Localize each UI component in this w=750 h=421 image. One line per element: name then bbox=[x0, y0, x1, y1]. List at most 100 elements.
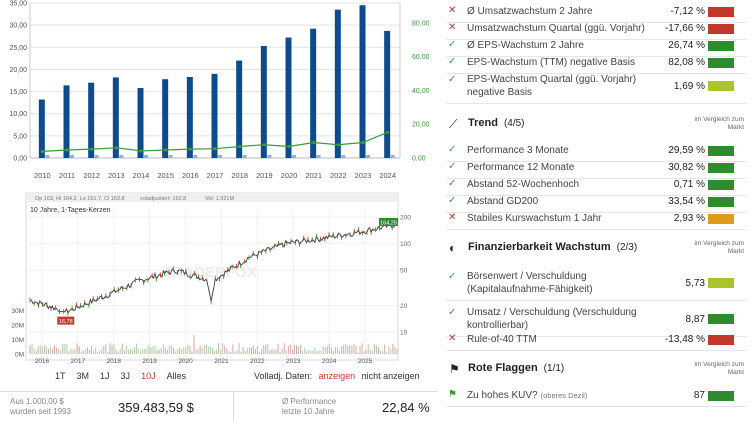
volume-tick-label: 30M bbox=[11, 308, 24, 315]
volume-tick-label: 0M bbox=[15, 352, 24, 359]
range-alles[interactable]: Alles bbox=[166, 371, 187, 381]
eps-point bbox=[188, 147, 192, 151]
criteria-label-text: Börsenwert / Verschuldung (Kapitalaufnah… bbox=[467, 271, 593, 295]
low-price-label: 16,78 bbox=[59, 319, 73, 325]
section-count: (1/1) bbox=[543, 363, 565, 374]
eps-point bbox=[114, 146, 118, 150]
y-tick-label: 100 bbox=[400, 241, 411, 248]
range-1t[interactable]: 1T bbox=[55, 371, 66, 381]
eps-point bbox=[213, 147, 217, 151]
revenue-bar bbox=[359, 5, 366, 159]
revenue-bar bbox=[334, 9, 341, 159]
check-icon: ✓ bbox=[448, 161, 457, 172]
divider bbox=[233, 392, 234, 421]
secondary-bar bbox=[144, 155, 148, 158]
secondary-bar bbox=[267, 155, 272, 158]
criteria-label: Börsenwert / Verschuldung (Kapitalaufnah… bbox=[467, 270, 647, 296]
x-tick-label: 2022 bbox=[250, 358, 265, 365]
section-title: Finanzierbarkeit Wachstum (2/3) bbox=[468, 241, 637, 253]
criteria-value: 82,08 % bbox=[668, 57, 705, 68]
eps-point bbox=[238, 144, 242, 149]
rating-bar bbox=[708, 7, 734, 17]
y-tick-label: 20 bbox=[400, 303, 408, 310]
y-tick-label: 0,00 bbox=[13, 156, 27, 163]
revenue-bar bbox=[112, 77, 119, 158]
perf-value: 22,84 % bbox=[382, 400, 430, 415]
volume-tick-label: 10M bbox=[11, 337, 24, 344]
invest-value: 359.483,59 $ bbox=[118, 400, 194, 415]
check-icon: ✓ bbox=[448, 39, 457, 50]
secondary-bar bbox=[45, 155, 50, 158]
secondary-bar bbox=[94, 155, 99, 158]
secondary-bar bbox=[168, 155, 173, 158]
criteria-label: Umsatz / Verschuldung (Verschuldung kont… bbox=[467, 306, 647, 332]
last-price-label: 164,25 bbox=[380, 221, 397, 227]
rating-bar bbox=[708, 314, 734, 324]
revenue-bar bbox=[162, 79, 169, 158]
rating-bar bbox=[708, 58, 734, 68]
criteria-label: Rule-of-40 TTM bbox=[467, 333, 652, 346]
watermark: TRADERFOX bbox=[163, 264, 256, 281]
row-divider bbox=[446, 39, 746, 40]
check-icon: ✓ bbox=[448, 271, 457, 282]
revenue-bar bbox=[310, 28, 317, 158]
eps-point bbox=[386, 130, 390, 134]
range-1j[interactable]: 1J bbox=[100, 371, 110, 381]
secondary-bar bbox=[316, 155, 321, 158]
range-3j[interactable]: 3J bbox=[120, 371, 131, 381]
x-tick-label: 2016 bbox=[35, 358, 50, 365]
revenue-bar bbox=[88, 82, 95, 158]
secondary-bar bbox=[70, 155, 74, 158]
y-tick-label: 5,00 bbox=[13, 133, 27, 140]
row-divider bbox=[446, 350, 746, 351]
x-tick-label: 2015 bbox=[157, 171, 174, 180]
criteria-value: 1,69 % bbox=[673, 81, 705, 92]
range-3m[interactable]: 3M bbox=[76, 371, 90, 381]
criteria-label: Abstand GD200 bbox=[467, 195, 652, 208]
revenue-bar bbox=[260, 45, 267, 159]
secondary-bar bbox=[366, 155, 370, 158]
row-divider bbox=[446, 56, 746, 57]
criteria-value: 5,73 bbox=[685, 278, 705, 289]
eps-point bbox=[361, 140, 365, 145]
eps-point bbox=[65, 148, 69, 152]
eps-point bbox=[312, 140, 316, 145]
x-tick-label: 2017 bbox=[207, 171, 224, 180]
revenue-bar bbox=[384, 30, 391, 158]
section-title: Rote Flaggen (1/1) bbox=[468, 362, 564, 374]
range-10j[interactable]: 10J bbox=[141, 371, 156, 381]
y-tick-label: 10 bbox=[400, 330, 408, 337]
x-tick-label: 2018 bbox=[231, 171, 248, 180]
revenue-bar bbox=[236, 60, 243, 159]
criteria-label-text: Abstand 52-Wochenhoch bbox=[467, 179, 580, 190]
volladj-label: Volladj. Daten: bbox=[254, 371, 313, 381]
eps-point bbox=[287, 144, 291, 149]
criteria-value: 26,74 % bbox=[668, 40, 705, 51]
rating-bar bbox=[708, 146, 734, 156]
revenue-bar bbox=[285, 37, 292, 158]
volladj-hide-link[interactable]: nicht anzeigen bbox=[361, 371, 420, 381]
criteria-label-text: Abstand GD200 bbox=[467, 196, 539, 207]
criteria-value: 2,93 % bbox=[673, 213, 705, 224]
compare-note: im Vergleich zum Markt bbox=[694, 116, 745, 131]
x-tick-label: 2014 bbox=[133, 171, 150, 180]
x-tick-label: 2020 bbox=[178, 358, 193, 365]
x-tick-label: 2024 bbox=[379, 171, 396, 180]
shield-icon: ◐ bbox=[449, 241, 457, 255]
left-panel: 0,00 5,00 10,00 15,00 20,00 25,00 30,00 35,00 0,… bbox=[0, 1, 438, 421]
ohlc-readout: Op 163, Hi 164.2, Lo 161.7, Cl 162.8 bbox=[35, 196, 125, 202]
criteria-label: EPS-Wachstum Quartal (ggü. Vorjahr) nega… bbox=[467, 73, 647, 99]
x-tick-label: 2011 bbox=[59, 171, 75, 180]
y-tick-label: 25,00 bbox=[9, 45, 27, 52]
revenue-bar bbox=[211, 73, 218, 158]
chart-subtitle: 10 Jahre, 1-Tages-Kerzen bbox=[30, 207, 111, 214]
last-price-tag bbox=[379, 218, 398, 226]
revenue-bar bbox=[63, 85, 70, 158]
rating-bar bbox=[708, 214, 734, 224]
check-icon: ✓ bbox=[448, 307, 457, 318]
x-tick-label: 2019 bbox=[142, 358, 157, 365]
rating-bar bbox=[708, 278, 734, 288]
y-tick-label: 15,00 bbox=[9, 89, 27, 96]
row-divider bbox=[446, 300, 746, 301]
volladj-show-link[interactable]: anzeigen bbox=[318, 371, 356, 381]
